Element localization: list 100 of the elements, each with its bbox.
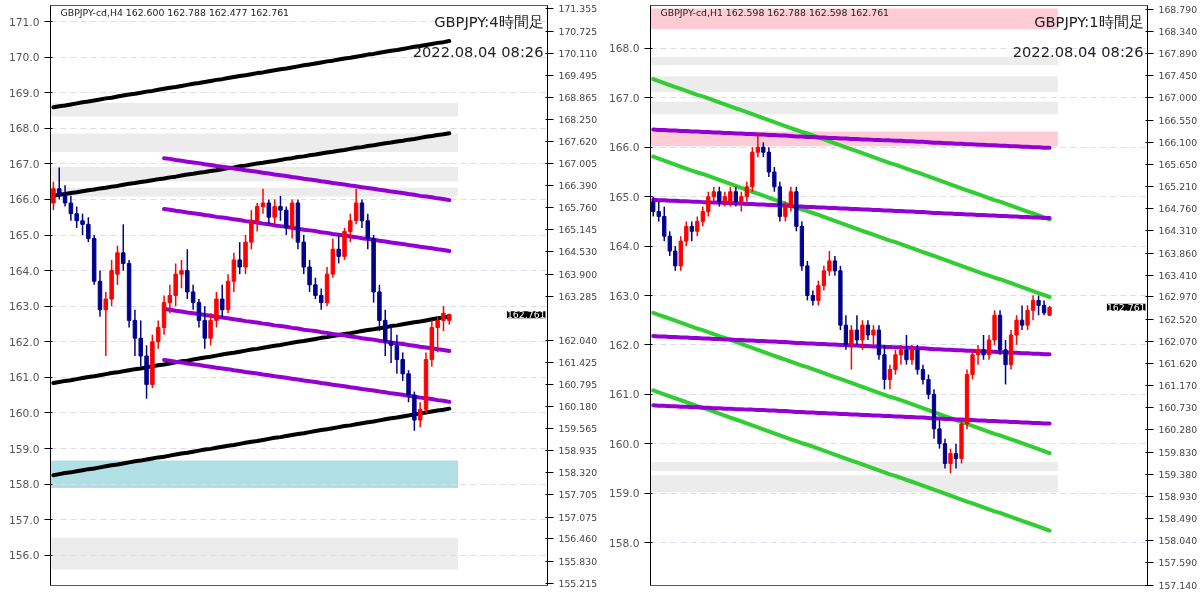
y2-tick-label: 165.650 xyxy=(1158,159,1198,171)
y-tick-label: 158.0 xyxy=(608,536,640,550)
text: 162.761 xyxy=(1106,301,1146,313)
y2-tick-label: 161.425 xyxy=(558,356,598,368)
candlestick xyxy=(1019,304,1025,331)
y2-tick-label: 161.170 xyxy=(1158,380,1198,392)
y2-tick-label: 167.450 xyxy=(1158,70,1198,82)
y-tick-label: 161.0 xyxy=(608,388,640,402)
candlestick xyxy=(336,234,341,265)
y-tick-label: 160.0 xyxy=(608,437,640,451)
y2-tick-label: 167.890 xyxy=(1158,48,1198,60)
y-tick-label: 167.0 xyxy=(8,157,40,171)
y2-tick-label: 160.795 xyxy=(558,379,598,391)
candlestick xyxy=(860,319,865,351)
line-series xyxy=(162,207,452,254)
candlestick xyxy=(353,188,359,226)
y2-tick-label: 168.790 xyxy=(1158,3,1198,15)
y2-tick-label: 159.565 xyxy=(558,422,598,434)
y-tick-label: 161.0 xyxy=(8,371,40,385)
y2-tick-label: 166.100 xyxy=(1158,136,1198,148)
y-tick-label: 166.0 xyxy=(608,141,640,155)
y-tick-label: 164.0 xyxy=(8,264,40,278)
y2-tick-label: 161.620 xyxy=(1158,358,1198,370)
y2-tick-label: 155.215 xyxy=(558,577,598,589)
line-series xyxy=(651,77,1052,222)
candlestick xyxy=(733,186,738,208)
y-tick-label: 162.0 xyxy=(608,338,640,352)
y2-tick-label: 164.760 xyxy=(1158,203,1198,215)
candlestick xyxy=(51,180,56,211)
candlestick xyxy=(953,442,959,470)
y2-tick-label: 159.380 xyxy=(1158,468,1198,480)
y2-tick-label: 164.530 xyxy=(558,246,598,258)
candlestick xyxy=(689,220,694,242)
y-tick-label: 159.0 xyxy=(608,487,640,501)
candlestick xyxy=(981,334,986,361)
chart-subtitle: GBPJPY-cd,H1 162.598 162.788 162.598 162.761 xyxy=(660,6,890,18)
y2-tick-label: 157.140 xyxy=(1158,579,1198,591)
y2-tick-label: 157.590 xyxy=(1158,557,1198,569)
y2-tick-label: 160.280 xyxy=(1158,424,1198,436)
candlestick xyxy=(948,447,953,475)
y-tick-label: 169.0 xyxy=(8,86,40,100)
line-series xyxy=(651,310,1052,456)
candlestick xyxy=(849,324,854,371)
y2-tick-label: 162.520 xyxy=(1158,313,1198,325)
annotation: 2022.08.04 08:26 xyxy=(1012,42,1144,60)
y-tick-label: 163.0 xyxy=(608,289,640,303)
candlestick xyxy=(359,198,365,229)
candlestick xyxy=(909,344,915,366)
y2-tick-label: 167.000 xyxy=(1158,92,1198,104)
y-tick-label: 157.0 xyxy=(8,513,40,527)
y-tick-label: 168.0 xyxy=(8,122,40,136)
y2-tick-label: 167.620 xyxy=(558,136,598,148)
y2-tick-label: 162.040 xyxy=(558,334,598,346)
candlestick xyxy=(237,241,242,275)
line-series xyxy=(651,127,1052,150)
y2-tick-label: 164.310 xyxy=(1158,225,1198,237)
y-tick-label: 156.0 xyxy=(8,549,40,563)
y2-tick-label: 158.320 xyxy=(558,467,598,479)
y2-tick-label: 155.830 xyxy=(558,555,598,567)
line-series xyxy=(162,357,452,404)
y-tick-label: 160.0 xyxy=(8,406,40,420)
line-series xyxy=(651,403,1052,426)
y2-tick-label: 168.340 xyxy=(1158,26,1198,38)
y-tick-label: 162.0 xyxy=(8,335,40,349)
y2-tick-label: 171.355 xyxy=(558,3,598,15)
y2-tick-label: 158.040 xyxy=(1158,535,1198,547)
y2-tick-label: 165.760 xyxy=(558,202,598,214)
y2-tick-label: 162.970 xyxy=(1158,291,1198,303)
candlestick xyxy=(904,334,909,366)
candlestick xyxy=(865,319,871,341)
y2-tick-label: 168.250 xyxy=(558,113,598,125)
text: GBPJPY:4時間足 xyxy=(434,12,544,30)
y2-tick-label: 157.075 xyxy=(558,511,598,523)
y-tick-label: 159.0 xyxy=(8,442,40,456)
y2-tick-label: 163.900 xyxy=(558,268,598,280)
y-tick-label: 163.0 xyxy=(8,300,40,314)
y2-tick-label: 165.210 xyxy=(1158,180,1198,192)
y2-tick-label: 170.725 xyxy=(558,25,598,37)
y2-tick-label: 163.860 xyxy=(1158,247,1198,259)
candlestick xyxy=(854,314,860,346)
y2-tick-label: 158.935 xyxy=(558,445,598,457)
y2-tick-label: 158.490 xyxy=(1158,512,1198,524)
y2-tick-label: 168.865 xyxy=(558,91,598,103)
y2-tick-label: 166.550 xyxy=(1158,114,1198,126)
y2-tick-label: 167.005 xyxy=(558,158,598,170)
y-tick-label: 164.0 xyxy=(608,240,640,254)
candlestick xyxy=(739,191,744,213)
candlestick xyxy=(898,344,904,366)
y-tick-label: 165.0 xyxy=(8,229,40,243)
y2-tick-label: 166.390 xyxy=(558,180,598,192)
y2-tick-label: 158.930 xyxy=(1158,491,1198,503)
y2-tick-label: 156.460 xyxy=(558,533,598,545)
y2-tick-label: 162.070 xyxy=(1158,335,1198,347)
line-series xyxy=(651,388,1052,533)
candlestick xyxy=(266,198,272,226)
candlestick xyxy=(1003,339,1008,386)
y-tick-label: 167.0 xyxy=(608,91,640,105)
text: 162.761 xyxy=(506,309,546,321)
y-tick-label: 165.0 xyxy=(608,190,640,204)
text: GBPJPY:1時間足 xyxy=(1034,12,1144,30)
